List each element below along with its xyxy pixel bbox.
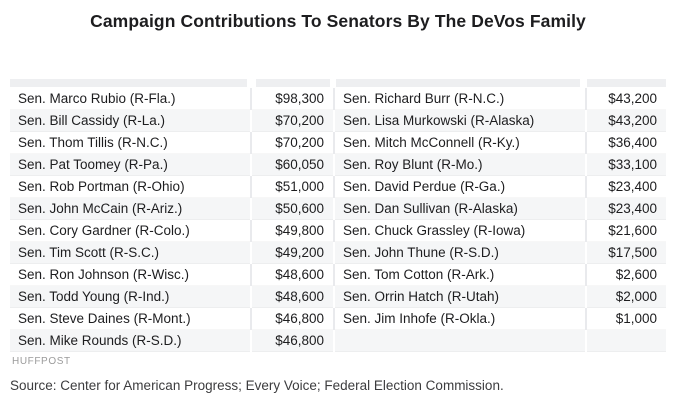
table-row: Sen. John McCain (R-Ariz.) $50,600 Sen. Da… [10,198,666,220]
senator-name-cell: Sen. Jim Inhofe (R-Okla.) [333,308,585,330]
senator-name-cell: Sen. Bill Cassidy (R-La.) [18,113,166,128]
senator-name-cell: Sen. Ron Johnson (R-Wisc.) [18,267,190,282]
amount-cell: $48,600 [250,264,333,286]
amount-cell: $49,800 [250,220,333,242]
amount-cell: $17,500 [585,242,666,264]
page-title: Campaign Contributions To Senators By Th… [90,11,586,31]
senator-name-cell: Sen. David Perdue (R-Ga.) [333,176,585,198]
amount-cell: $23,400 [585,176,666,198]
amount-cell: $21,600 [585,220,666,242]
amount-cell: $60,050 [250,154,333,176]
huffpost-brand-label: HUFFPOST [12,356,71,367]
senator-name-cell: Sen. Mitch McConnell (R-Ky.) [333,132,585,154]
senator-name-cell: Sen. Thom Tillis (R-N.C.) [18,135,168,150]
table-row: Sen. Pat Toomey (R-Pa.) $60,050 Sen. Roy B… [10,154,666,176]
table-row: Sen. Cory Gardner (R-Colo.) $49,800 Sen. C… [10,220,666,242]
amount-cell: $49,200 [250,242,333,264]
table-row: Sen. Thom Tillis (R-N.C.) $70,200 Sen. Mit… [10,132,666,154]
senator-name-cell: Sen. Tom Cotton (R-Ark.) [333,264,585,286]
table-row: Sen. Mike Rounds (R-S.D.) $46,800 [10,330,666,352]
senator-name-cell: Sen. Richard Burr (R-N.C.) [333,88,585,110]
amount-cell: $48,600 [250,286,333,308]
amount-cell: $70,200 [250,132,333,154]
senator-name-cell: Sen. Dan Sullivan (R-Alaska) [333,198,585,220]
source-attribution: Source: Center for American Progress; Ev… [10,378,504,393]
senator-name-cell: Sen. Mike Rounds (R-S.D.) [18,333,182,348]
table-row: Sen. Rob Portman (R-Ohio) $51,000 Sen. Dav… [10,176,666,198]
table-row: Sen. Bill Cassidy (R-La.) $70,200 Sen. Lis… [10,110,666,132]
header-cell-senator-right [336,79,580,87]
senator-name-cell: Sen. John Thune (R-S.D.) [333,242,585,264]
amount-cell: $43,200 [585,88,666,110]
table-header-strip [10,79,666,87]
table-body: Sen. Marco Rubio (R-Fla.) $98,300 Sen. Ric… [10,88,666,352]
senator-name-cell: Sen. Todd Young (R-Ind.) [18,289,170,304]
amount-cell: $98,300 [250,88,333,110]
amount-cell: $70,200 [250,110,333,132]
senator-name-cell [333,330,585,352]
senator-name-cell: Sen. Pat Toomey (R-Pa.) [18,157,168,172]
amount-cell: $50,600 [250,198,333,220]
amount-cell: $36,400 [585,132,666,154]
amount-cell: $43,200 [585,110,666,132]
header-cell-senator-left [10,79,247,87]
amount-cell: $2,000 [585,286,666,308]
senator-name-cell: Sen. Roy Blunt (R-Mo.) [333,154,585,176]
senator-name-cell: Sen. Marco Rubio (R-Fla.) [18,91,176,106]
senator-name-cell: Sen. Lisa Murkowski (R-Alaska) [333,110,585,132]
header-cell-amount-left [256,79,330,87]
senator-name-cell: Sen. Orrin Hatch (R-Utah) [333,286,585,308]
senator-name-cell: Sen. Rob Portman (R-Ohio) [18,179,185,194]
senator-name-cell: Sen. Tim Scott (R-S.C.) [18,245,160,260]
table-row: Sen. Ron Johnson (R-Wisc.) $48,600 Sen. To… [10,264,666,286]
senator-name-cell: Sen. Cory Gardner (R-Colo.) [18,223,190,238]
senator-name-cell: Sen. Chuck Grassley (R-Iowa) [333,220,585,242]
amount-cell: $2,600 [585,264,666,286]
amount-cell: $46,800 [250,330,333,352]
senator-name-cell: Sen. John McCain (R-Ariz.) [18,201,183,216]
table-row: Sen. Marco Rubio (R-Fla.) $98,300 Sen. Ric… [10,88,666,110]
amount-cell: $33,100 [585,154,666,176]
amount-cell: $46,800 [250,308,333,330]
amount-cell: $51,000 [250,176,333,198]
table-row: Sen. Steve Daines (R-Mont.) $46,800 Sen. J… [10,308,666,330]
amount-cell: $23,400 [585,198,666,220]
amount-cell [585,330,666,352]
table-row: Sen. Todd Young (R-Ind.) $48,600 Sen. Orri… [10,286,666,308]
table-row: Sen. Tim Scott (R-S.C.) $49,200 Sen. John … [10,242,666,264]
header-cell-amount-right [587,79,666,87]
senator-name-cell: Sen. Steve Daines (R-Mont.) [18,311,191,326]
amount-cell: $1,000 [585,308,666,330]
contributions-table: Sen. Marco Rubio (R-Fla.) $98,300 Sen. Ric… [10,79,666,352]
